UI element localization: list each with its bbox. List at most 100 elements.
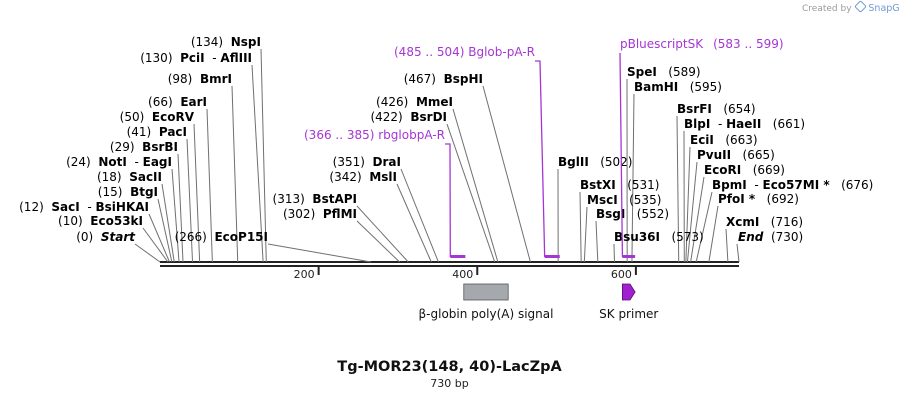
enzyme-pos-5: (24) [66, 155, 98, 169]
enzyme-label-0: (0) Start [76, 230, 136, 244]
enzyme-label-11: (130) PciI - AflIII [140, 51, 252, 65]
enzyme-label-15: (313) BstAPI [273, 192, 357, 206]
enzyme-name-3: BtgI [130, 185, 158, 199]
enzyme-label-1: (10) Eco53kI [58, 214, 143, 228]
enzyme-label-19: (426) MmeI [376, 95, 453, 109]
enzyme-label-10: (98) BmrI [168, 72, 232, 86]
enzyme-sep-29: - [710, 117, 726, 131]
enzyme-pos-25: (573) [660, 230, 704, 244]
primer-leader-1 [535, 60, 546, 258]
enzyme-sep-33: - [747, 178, 763, 192]
enzyme-pos-27: (595) [678, 80, 722, 94]
enzyme-name-25: Bsu36I [614, 230, 660, 244]
enzyme-name-17: DraI [373, 155, 401, 169]
enzyme-name-8: EcoRV [152, 110, 195, 124]
enzyme-leader-2 [148, 213, 170, 263]
map-subtitle: 730 bp [430, 377, 469, 390]
enzyme-leader-14 [356, 220, 400, 263]
enzyme-pos-26: (589) [657, 65, 701, 79]
enzyme-name-10: BmrI [200, 72, 232, 86]
enzyme-name-21: BglII [558, 155, 589, 169]
enzyme-name2-11: AflIII [220, 51, 252, 65]
enzyme-pos-1: (10) [58, 214, 90, 228]
enzyme-pos-22: (531) [616, 178, 660, 192]
enzyme-sep-2: - [80, 200, 96, 214]
enzyme-name-18: BsrDI [410, 110, 447, 124]
enzyme-pos-17: (351) [333, 155, 373, 169]
enzyme-label-12: (134) NspI [191, 35, 261, 49]
enzyme-name-12: NspI [231, 35, 261, 49]
enzyme-leader-30 [685, 146, 691, 263]
feature-label-0: β-globin poly(A) signal [419, 307, 554, 321]
enzyme-name-13: EcoP15I [214, 230, 268, 244]
enzyme-labels: (0) Start(10) Eco53kI(12) SacI - BsiHKAI… [19, 35, 873, 244]
enzyme-label-35: XcmI (716) [726, 215, 803, 229]
enzyme-label-3: (15) BtgI [98, 185, 158, 199]
enzyme-name-0: Start [101, 230, 136, 244]
enzyme-pos-2: (12) [19, 200, 51, 214]
enzyme-label-24: BsgI (552) [596, 207, 669, 221]
enzyme-label-18: (422) BsrDI [370, 110, 447, 124]
primer-leader-2 [619, 52, 624, 258]
enzyme-sep-11: - [205, 51, 221, 65]
enzyme-label-14: (302) PflMI [283, 207, 357, 221]
enzyme-leader-12 [260, 48, 267, 263]
enzyme-label-27: BamHI (595) [634, 80, 722, 94]
enzyme-pos-24: (552) [625, 207, 669, 221]
enzyme-name-36: End [738, 230, 764, 244]
enzyme-label-30: EciI (663) [690, 133, 758, 147]
enzyme-leader-33 [695, 191, 713, 263]
primers: (366 .. 385) rbglobpA-R (485 .. 504) Bglo… [304, 37, 784, 258]
ruler-label-200: 200 [294, 268, 315, 281]
enzyme-leader-13 [267, 243, 372, 263]
enzyme-name2-5: EagI [143, 155, 172, 169]
enzyme-pos-18: (422) [370, 110, 410, 124]
enzyme-name-26: SpeI [627, 65, 657, 79]
enzyme-name-7: PacI [159, 125, 187, 139]
enzyme-leader-19 [452, 108, 499, 263]
enzyme-leader-6 [177, 153, 184, 263]
enzyme-leader-35 [725, 228, 729, 263]
enzyme-pos-35: (716) [759, 215, 803, 229]
primer-name-2: pBluescriptSK [620, 37, 704, 51]
enzyme-pos-13: (266) [175, 230, 215, 244]
credit-brand: SnapGene [868, 3, 899, 14]
enzyme-pos-28: (654) [712, 102, 756, 116]
enzyme-name-28: BsrFI [677, 102, 712, 116]
enzyme-label-36: End (730) [738, 230, 803, 244]
enzyme-label-5: (24) NotI - EagI [66, 155, 172, 169]
enzyme-name-30: EciI [690, 133, 714, 147]
enzyme-label-20: (467) BspHI [404, 72, 483, 86]
enzyme-name-19: MmeI [416, 95, 453, 109]
enzyme-leader-24 [595, 220, 599, 263]
enzyme-pos-21: (502) [589, 155, 633, 169]
map-title: Tg-MOR23(148, 40)-LacZpA [337, 359, 562, 375]
enzyme-name-5: NotI [98, 155, 127, 169]
feature-polya-box [463, 283, 509, 301]
enzyme-pos-6: (29) [110, 140, 142, 154]
enzyme-pos-10: (98) [168, 72, 200, 86]
enzyme-name2-33: Eco57MI * [763, 178, 831, 192]
enzyme-leader-5 [171, 168, 180, 263]
enzyme-name-29: BlpI [684, 117, 710, 131]
enzyme-leader-7 [186, 138, 194, 263]
enzyme-label-22: BstXI (531) [580, 178, 659, 192]
enzyme-label-23: MscI (535) [587, 193, 661, 207]
enzyme-name-16: MslI [369, 170, 397, 184]
enzyme-name-24: BsgI [596, 207, 625, 221]
enzyme-label-34: PfoI * (692) [718, 192, 799, 206]
enzyme-leader-16 [396, 183, 432, 263]
primer-label-0: (366 .. 385) rbglobpA-R [304, 128, 445, 142]
feature-label-1: SK primer [599, 307, 658, 321]
enzyme-name-6: BsrBI [142, 140, 178, 154]
enzyme-label-32: EcoRI (669) [704, 163, 785, 177]
enzyme-label-9: (66) EarI [148, 95, 207, 109]
ruler: 200 400 600 [294, 266, 637, 281]
enzyme-name-1: Eco53kI [90, 214, 143, 228]
enzyme-leader-10 [231, 85, 239, 263]
enzyme-name-11: PciI [180, 51, 205, 65]
enzyme-pos-12: (134) [191, 35, 231, 49]
primer-label-1: (485 .. 504) Bglob-pA-R [394, 45, 535, 59]
enzyme-label-16: (342) MslI [329, 170, 397, 184]
